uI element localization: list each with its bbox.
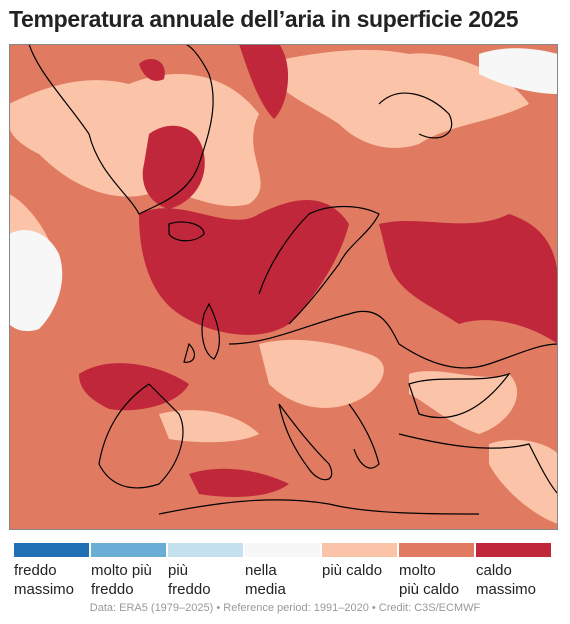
legend-item: più caldo bbox=[322, 543, 399, 599]
legend-item: molto più freddo bbox=[91, 543, 168, 599]
anomaly-white bbox=[9, 48, 558, 332]
legend-item: caldo massimo bbox=[476, 543, 553, 599]
legend-label-line: massimo bbox=[476, 581, 537, 598]
map bbox=[9, 44, 558, 530]
legend-label-line: più caldo bbox=[322, 562, 383, 579]
legend-label: caldo massimo bbox=[476, 561, 553, 599]
legend-label-line: media bbox=[245, 581, 286, 598]
legend-label-line: caldo bbox=[476, 562, 512, 579]
legend-label: più freddo bbox=[168, 561, 245, 599]
legend-label: molto più freddo bbox=[91, 561, 168, 599]
legend-label: nella media bbox=[245, 561, 322, 599]
legend-label-line: massimo bbox=[14, 581, 75, 598]
legend-item: molto più caldo bbox=[399, 543, 476, 599]
coastlines bbox=[28, 44, 558, 515]
legend-swatch bbox=[245, 543, 320, 557]
legend-item: più freddo bbox=[168, 543, 245, 599]
legend-label-line: freddo bbox=[91, 581, 134, 598]
legend-label-line: più bbox=[168, 562, 189, 579]
legend-label-line: più caldo bbox=[399, 581, 460, 598]
legend-swatch bbox=[168, 543, 243, 557]
legend-label-line: nella bbox=[245, 562, 277, 579]
legend-item: freddo massimo bbox=[14, 543, 91, 599]
map-frame bbox=[9, 44, 558, 530]
legend: freddo massimo molto più freddo più freddo nel… bbox=[14, 543, 554, 599]
legend-label: più caldo bbox=[322, 561, 399, 580]
title: Temperatura annuale dell’aria in superfi… bbox=[9, 6, 519, 32]
legend-swatch bbox=[399, 543, 474, 557]
legend-swatch bbox=[14, 543, 89, 557]
legend-item: nella media bbox=[245, 543, 322, 599]
legend-swatch bbox=[91, 543, 166, 557]
credit: Data: ERA5 (1979–2025) • Reference perio… bbox=[89, 602, 481, 614]
legend-label-line: molto più bbox=[91, 562, 152, 579]
legend-label-line: freddo bbox=[14, 562, 57, 579]
legend-swatch bbox=[322, 543, 397, 557]
legend-label-line: molto bbox=[399, 562, 436, 579]
legend-label: freddo massimo bbox=[14, 561, 91, 599]
legend-swatch bbox=[476, 543, 551, 557]
anomaly-dark bbox=[79, 44, 558, 497]
legend-label: molto più caldo bbox=[399, 561, 476, 599]
legend-label-line: freddo bbox=[168, 581, 211, 598]
